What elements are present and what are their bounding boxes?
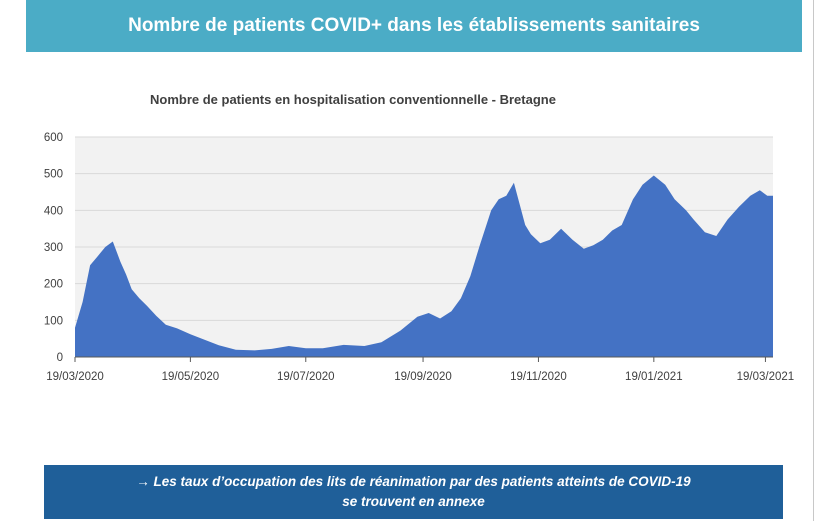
chart-container: Nombre de patients en hospitalisation co…	[0, 80, 820, 390]
page-title: Nombre de patients COVID+ dans les établ…	[128, 15, 700, 36]
y-tick-label: 300	[44, 242, 63, 254]
footer-banner: → Les taux d’occupation des lits de réan…	[44, 465, 783, 519]
y-tick-label: 0	[57, 352, 63, 364]
x-tick-label: 19/05/2020	[162, 371, 220, 383]
x-tick-label: 19/03/2020	[46, 371, 104, 383]
y-tick-label: 600	[44, 132, 63, 144]
y-tick-label: 400	[44, 205, 63, 217]
x-tick-label: 19/09/2020	[394, 371, 452, 383]
footer-note-line1: → Les taux d’occupation des lits de réan…	[136, 474, 691, 489]
x-tick-label: 19/01/2021	[625, 371, 683, 383]
x-tick-label: 19/03/2021	[737, 371, 795, 383]
series-area	[75, 175, 773, 357]
y-tick-label: 100	[44, 315, 63, 327]
y-tick-label: 500	[44, 169, 63, 181]
x-tick-label: 19/11/2020	[510, 371, 567, 383]
footer-note-line2: se trouvent en annexe	[342, 494, 485, 509]
x-tick-label: 19/07/2020	[277, 371, 335, 383]
right-edge-divider	[813, 0, 814, 521]
chart-title: Nombre de patients en hospitalisation co…	[150, 92, 556, 107]
y-tick-label: 200	[44, 279, 63, 291]
header-banner: Nombre de patients COVID+ dans les établ…	[26, 0, 802, 52]
area-chart: 0 100 200 300 400 500 600 19/03/2020 19/05/2020 1…	[44, 132, 795, 383]
